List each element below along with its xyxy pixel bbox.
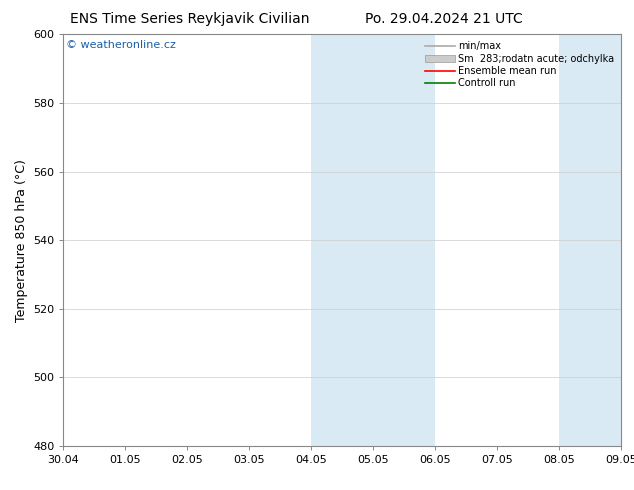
Text: © weatheronline.cz: © weatheronline.cz	[66, 41, 176, 50]
Y-axis label: Temperature 850 hPa (°C): Temperature 850 hPa (°C)	[15, 159, 27, 321]
Text: ENS Time Series Reykjavik Civilian: ENS Time Series Reykjavik Civilian	[70, 12, 310, 26]
Bar	[559, 34, 621, 446]
Bar	[311, 34, 436, 446]
Legend: min/max, Sm  283;rodatn acute; odchylka, Ensemble mean run, Controll run: min/max, Sm 283;rodatn acute; odchylka, …	[424, 39, 616, 90]
Text: Po. 29.04.2024 21 UTC: Po. 29.04.2024 21 UTC	[365, 12, 522, 26]
